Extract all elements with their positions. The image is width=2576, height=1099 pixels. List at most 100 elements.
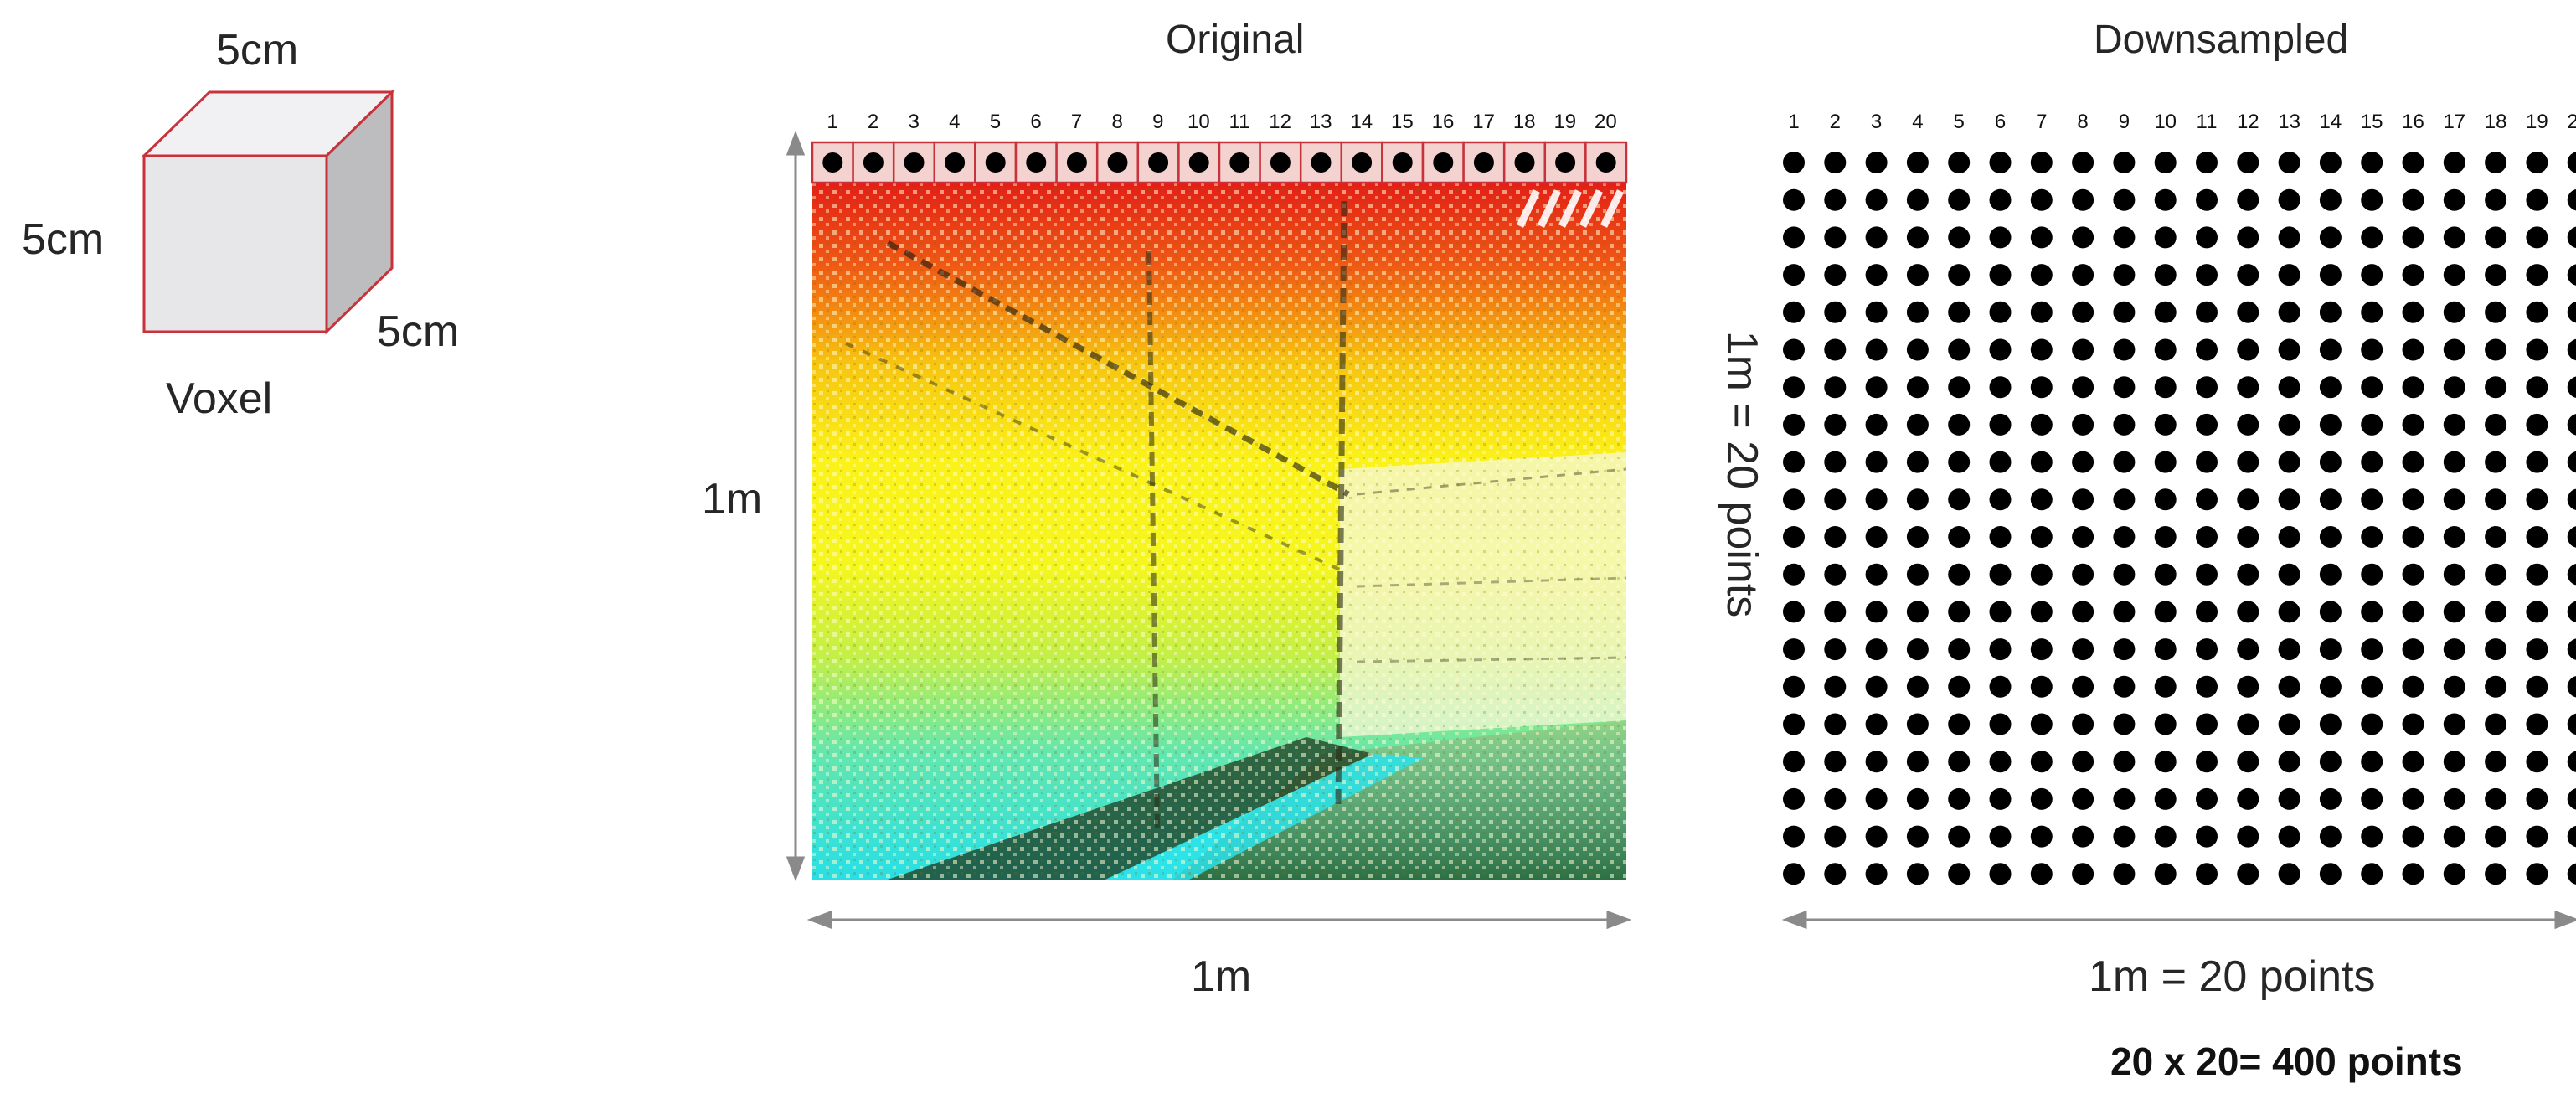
downsampled-point: [2072, 601, 2094, 623]
downsampled-point: [2278, 713, 2300, 735]
downsampled-point: [2154, 188, 2177, 211]
original-height-label: 1m: [702, 475, 763, 524]
downsampled-point: [2072, 264, 2094, 286]
downsampled-point: [1783, 188, 1805, 211]
downsampled-point: [1948, 526, 1971, 548]
downsampled-point: [1989, 563, 2012, 586]
downsampled-point: [2113, 563, 2136, 586]
downsampled-point: [2278, 226, 2300, 249]
downsampled-point: [2154, 787, 2177, 810]
original-column-number: 8: [1111, 111, 1123, 133]
downsampled-point: [2154, 825, 2177, 848]
downsampled-point: [2485, 188, 2507, 211]
downsampled-column-number: 15: [2360, 111, 2383, 133]
downsampled-point: [2361, 264, 2383, 286]
downsampled-point: [1865, 188, 1888, 211]
original-header-point: [1514, 152, 1535, 173]
downsampled-point: [2237, 488, 2259, 511]
downsampled-point: [2319, 451, 2342, 473]
downsampled-point: [1824, 713, 1847, 735]
downsampled-point: [2072, 152, 2094, 173]
downsampled-point: [2113, 713, 2136, 735]
downsampled-point: [2567, 302, 2576, 323]
downsampled-point: [1906, 264, 1929, 286]
downsampled-point: [2113, 264, 2136, 286]
downsampled-point: [1906, 675, 1929, 698]
downsampled-point: [2319, 787, 2342, 810]
downsampled-point: [2361, 638, 2383, 661]
downsampled-point: [2402, 451, 2424, 473]
downsampled-point: [2154, 863, 2177, 885]
downsampled-point: [1783, 264, 1805, 286]
downsampled-point: [2030, 152, 2053, 173]
voxel-top-label: 5cm: [216, 26, 299, 75]
downsampled-point: [1989, 152, 2012, 173]
downsampled-point: [1906, 787, 1929, 810]
downsampled-point: [1989, 226, 2012, 249]
downsampled-point: [2485, 713, 2507, 735]
downsampled-point: [2072, 188, 2094, 211]
downsampled-column-number: 13: [2278, 111, 2300, 133]
downsampled-point: [2526, 188, 2548, 211]
downsampled-point: [1824, 226, 1847, 249]
downsampled-point: [2278, 376, 2300, 399]
downsampled-point: [2361, 413, 2383, 436]
downsampled-point: [2402, 226, 2424, 249]
downsampled-point: [2443, 301, 2465, 323]
downsampled-point: [1906, 638, 1929, 661]
downsampled-column-number: 12: [2236, 111, 2259, 133]
downsampled-point: [2196, 152, 2218, 173]
downsampled-width-label: 1m = 20 points: [2089, 952, 2376, 1001]
downsampled-point: [2443, 488, 2465, 511]
downsampled-point: [2278, 526, 2300, 548]
downsampled-point: [2526, 787, 2548, 810]
downsampled-point: [1783, 751, 1805, 773]
downsampled-point: [2567, 713, 2576, 735]
downsampled-point: [1824, 413, 1847, 436]
downsampled-point: [2113, 301, 2136, 323]
downsampled-point: [2113, 413, 2136, 436]
downsampled-point: [2072, 413, 2094, 436]
downsampled-point: [2072, 338, 2094, 361]
original-column-number: 5: [989, 111, 1002, 133]
downsampled-point: [1906, 376, 1929, 399]
downsampled-point: [2237, 338, 2259, 361]
downsampled-point: [2485, 338, 2507, 361]
downsampled-point: [2485, 488, 2507, 511]
downsampled-column-number: 10: [2154, 111, 2177, 133]
downsampled-point: [2154, 376, 2177, 399]
downsampled-point: [2196, 526, 2218, 548]
downsampled-point: [2485, 413, 2507, 436]
original-column-number: 11: [1229, 111, 1250, 133]
downsampled-point: [2030, 338, 2053, 361]
downsampled-point: [2567, 601, 2576, 623]
downsampled-point: [2030, 301, 2053, 323]
downsampled-point: [2237, 526, 2259, 548]
downsampled-point: [2526, 451, 2548, 473]
downsampled-point: [2113, 863, 2136, 885]
downsampled-point: [2526, 338, 2548, 361]
downsampled-point: [1948, 675, 1971, 698]
original-column-number: 1: [827, 111, 838, 133]
downsampled-point: [2567, 676, 2576, 698]
downsampled-point: [2402, 787, 2424, 810]
downsampled-point: [2443, 188, 2465, 211]
downsampled-point: [2278, 301, 2300, 323]
downsampled-point: [2402, 713, 2424, 735]
downsampled-point: [2278, 751, 2300, 773]
downsampled-point: [2526, 751, 2548, 773]
downsampled-point: [2361, 863, 2383, 885]
downsampled-point: [2361, 526, 2383, 548]
original-column-number: 10: [1188, 111, 1210, 133]
downsampled-point: [2278, 563, 2300, 586]
downsampled-point: [2402, 863, 2424, 885]
downsampled-point: [1865, 563, 1888, 586]
downsampled-point: [2567, 526, 2576, 548]
downsampled-point: [2485, 563, 2507, 586]
downsampled-point: [2319, 675, 2342, 698]
downsampled-point: [2072, 451, 2094, 473]
downsampled-point: [2154, 338, 2177, 361]
downsampled-point: [1783, 301, 1805, 323]
